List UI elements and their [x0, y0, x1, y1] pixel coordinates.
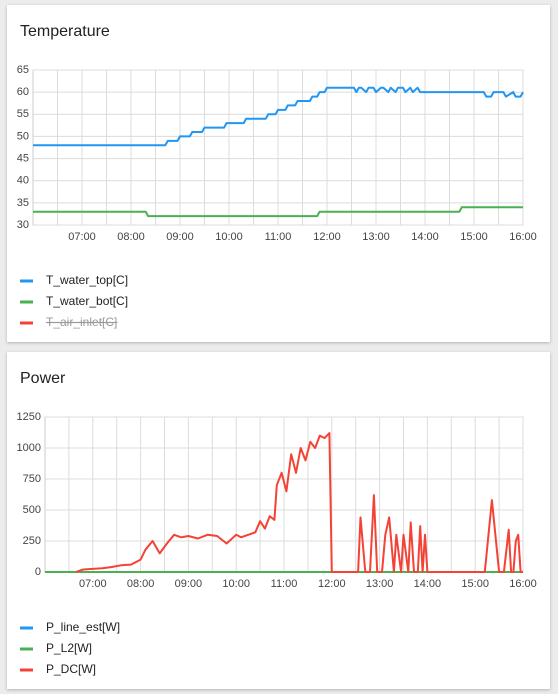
x-tick-label: 13:00: [362, 231, 390, 243]
x-tick-label: 07:00: [68, 231, 96, 243]
x-tick-label: 13:00: [366, 578, 394, 590]
y-tick-label: 65: [17, 64, 29, 76]
x-tick-label: 15:00: [461, 578, 489, 590]
chart-card: Power 0 250 500 750 1000 1250 07:00 08:00 09:00 10…: [7, 352, 550, 689]
y-tick-label: 30: [17, 219, 29, 231]
series-line: [33, 206, 523, 218]
chart-card: Temperature 30 35 40 45 50 55 60 65 07:00 08:00 09:…: [7, 5, 550, 342]
y-tick-label: 1000: [17, 442, 41, 454]
x-tick-label: 15:00: [460, 231, 488, 243]
y-tick-label: 250: [23, 535, 41, 547]
chart-title: Temperature: [20, 23, 110, 40]
x-tick-label: 14:00: [414, 578, 442, 590]
x-tick-label: 10:00: [215, 231, 243, 243]
series-line: [75, 432, 523, 573]
series-line: [33, 86, 524, 147]
x-tick-label: 11:00: [265, 231, 292, 243]
y-tick-label: 1250: [17, 411, 41, 423]
chart-title: Power: [20, 370, 66, 387]
x-tick-label: 08:00: [117, 231, 145, 243]
y-tick-label: 500: [23, 504, 41, 516]
legend-label[interactable]: P_DC[W]: [46, 662, 96, 676]
x-tick-label: 08:00: [127, 578, 155, 590]
x-tick-label: 16:00: [509, 578, 537, 590]
y-tick-label: 45: [17, 152, 29, 164]
x-tick-label: 14:00: [411, 231, 439, 243]
legend-label[interactable]: P_line_est[W]: [46, 620, 120, 634]
legend-label[interactable]: T_water_bot[C]: [46, 294, 128, 308]
legend-label[interactable]: T_water_top[C]: [46, 273, 128, 287]
x-tick-label: 10:00: [222, 578, 250, 590]
x-tick-label: 09:00: [175, 578, 203, 590]
y-tick-label: 750: [23, 473, 41, 485]
x-tick-label: 09:00: [166, 231, 194, 243]
x-tick-label: 12:00: [318, 578, 346, 590]
x-tick-label: 12:00: [313, 231, 341, 243]
legend-label[interactable]: P_L2[W]: [46, 641, 92, 655]
y-tick-label: 35: [17, 197, 29, 209]
y-tick-label: 50: [17, 130, 29, 142]
x-tick-label: 11:00: [271, 578, 298, 590]
y-tick-label: 60: [17, 86, 29, 98]
x-tick-label: 16:00: [509, 231, 537, 243]
card: [7, 352, 550, 689]
legend-label[interactable]: T_air_inlet[C]: [46, 315, 117, 329]
y-tick-label: 55: [17, 108, 29, 120]
y-tick-label: 0: [35, 566, 41, 578]
x-tick-label: 07:00: [79, 578, 107, 590]
y-tick-label: 40: [17, 175, 29, 187]
